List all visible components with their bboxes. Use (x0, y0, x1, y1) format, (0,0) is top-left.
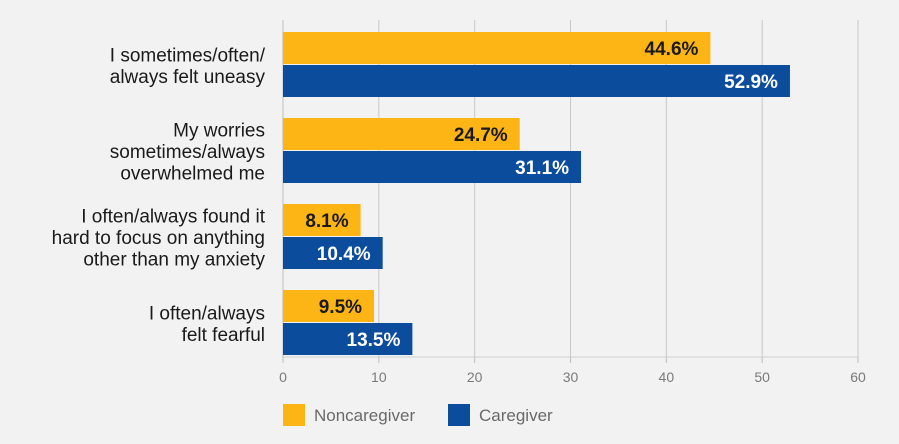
category-label: I sometimes/often/always felt uneasy (110, 45, 266, 88)
legend-label-caregiver: Caregiver (479, 406, 553, 425)
bar-noncaregiver (283, 32, 711, 64)
bar-caregiver (283, 237, 383, 269)
x-tick-label: 20 (467, 369, 483, 385)
category-label-line: always felt uneasy (110, 67, 266, 88)
category-label-line: I often/always found it (81, 207, 265, 228)
bar-caregiver (283, 323, 413, 355)
category-label-line: I sometimes/often/ (110, 45, 266, 66)
category-label-line: I often/always (149, 303, 265, 324)
category-label: I often/always found it hard to focus on … (52, 207, 266, 271)
x-tick-label: 50 (754, 369, 770, 385)
data-label-caregiver: 52.9% (724, 72, 778, 93)
bar-noncaregiver (283, 290, 375, 322)
category-label-line: other than my anxiety (83, 250, 265, 271)
data-label-caregiver: 13.5% (347, 330, 401, 351)
legend-swatch-caregiver (448, 404, 470, 426)
x-tick-label: 0 (279, 369, 287, 385)
data-label-noncaregiver: 44.6% (645, 39, 699, 60)
bar-caregiver (283, 151, 582, 183)
category-label-line: hard to focus on anything (52, 228, 265, 249)
bar-noncaregiver (283, 204, 361, 236)
category-label-line: My worries (173, 121, 265, 142)
x-tick-label: 40 (659, 369, 675, 385)
x-tick-label: 10 (371, 369, 387, 385)
data-label-caregiver: 31.1% (515, 158, 569, 179)
category-label: I often/always felt fearful (149, 303, 265, 346)
category-label-line: overwhelmed me (120, 164, 265, 185)
data-label-noncaregiver: 9.5% (319, 297, 362, 318)
x-tick-label: 60 (850, 369, 866, 385)
data-label-caregiver: 10.4% (317, 244, 371, 265)
x-tick-label: 30 (563, 369, 579, 385)
legend-label-noncaregiver: Noncaregiver (314, 406, 415, 425)
category-label: My worries sometimes/always overwhelmed me (110, 121, 265, 185)
legend-swatch-noncaregiver (283, 404, 305, 426)
data-label-noncaregiver: 8.1% (305, 211, 348, 232)
data-label-noncaregiver: 24.7% (454, 125, 508, 146)
bar-noncaregiver (283, 118, 520, 150)
category-label-line: felt fearful (182, 325, 265, 346)
category-label-line: sometimes/always (110, 142, 265, 163)
bar-caregiver (283, 65, 790, 97)
